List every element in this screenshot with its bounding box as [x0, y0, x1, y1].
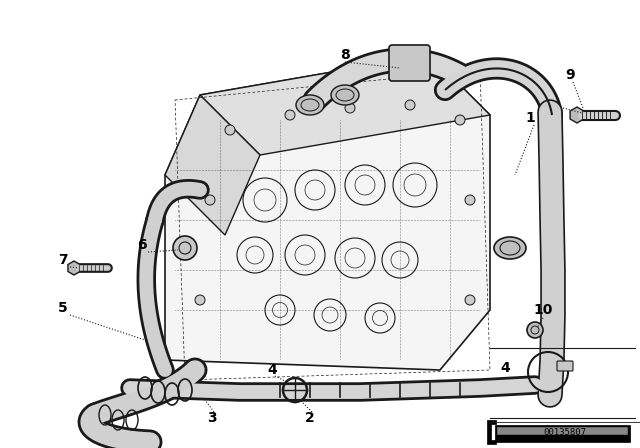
Circle shape — [455, 115, 465, 125]
Text: 8: 8 — [340, 48, 350, 62]
Text: 00135807: 00135807 — [543, 427, 586, 436]
Polygon shape — [495, 425, 630, 442]
Circle shape — [173, 236, 197, 260]
Polygon shape — [487, 420, 496, 444]
Polygon shape — [165, 55, 490, 370]
Polygon shape — [165, 95, 260, 235]
Circle shape — [345, 103, 355, 113]
Text: 1: 1 — [525, 111, 535, 125]
Polygon shape — [200, 55, 490, 155]
Text: 3: 3 — [207, 411, 217, 425]
Ellipse shape — [494, 237, 526, 259]
FancyBboxPatch shape — [557, 361, 573, 371]
Circle shape — [405, 100, 415, 110]
Text: 7: 7 — [58, 253, 68, 267]
Ellipse shape — [331, 85, 359, 105]
Circle shape — [195, 295, 205, 305]
Circle shape — [527, 322, 543, 338]
Text: 10: 10 — [533, 303, 553, 317]
Text: 4: 4 — [267, 363, 277, 377]
Text: 9: 9 — [565, 68, 575, 82]
Circle shape — [285, 110, 295, 120]
Circle shape — [465, 195, 475, 205]
Circle shape — [225, 125, 235, 135]
Text: 5: 5 — [58, 301, 68, 315]
FancyBboxPatch shape — [389, 45, 430, 81]
Text: 4: 4 — [500, 361, 510, 375]
Text: 6: 6 — [137, 238, 147, 252]
Ellipse shape — [296, 95, 324, 115]
Circle shape — [465, 295, 475, 305]
Text: 2: 2 — [305, 411, 315, 425]
Polygon shape — [497, 427, 628, 435]
Circle shape — [205, 195, 215, 205]
